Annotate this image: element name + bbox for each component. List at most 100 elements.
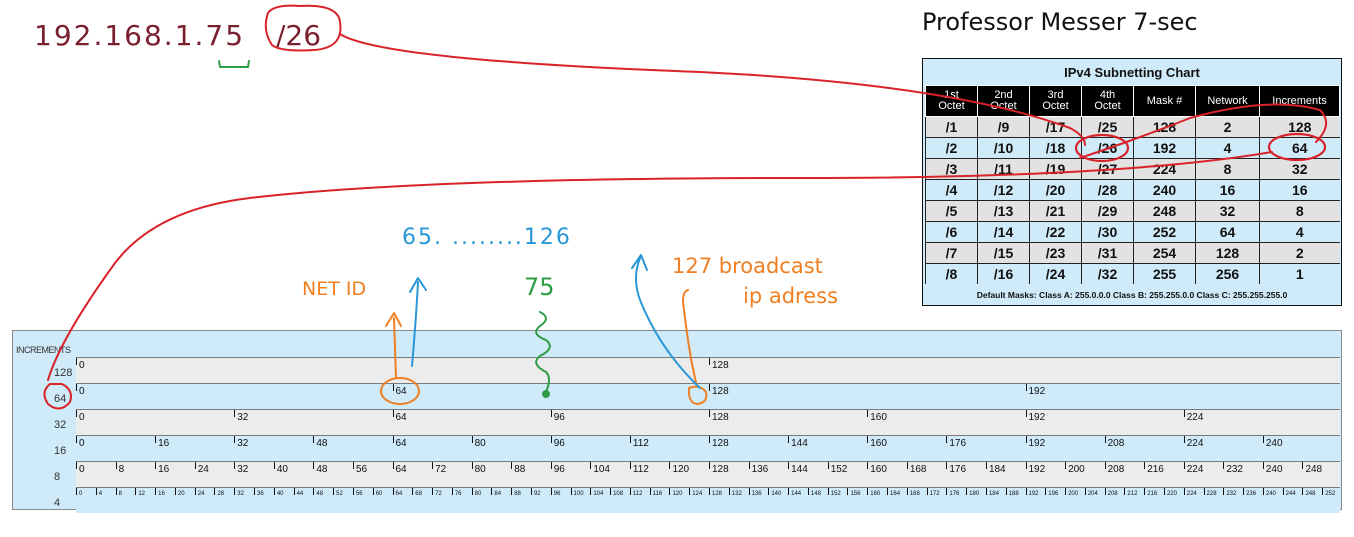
tick-mark	[550, 436, 552, 443]
tick-mark	[352, 462, 354, 469]
tick-label: 148	[810, 491, 821, 497]
tick-mark	[155, 436, 157, 443]
tick-label: 80	[474, 491, 482, 497]
tick-mark	[1104, 488, 1106, 495]
tick-label: 248	[1305, 491, 1316, 497]
tick-label: 192	[1028, 438, 1046, 449]
tick-label: 188	[1008, 491, 1019, 497]
table-row: /2/10/18/26 192 4 64	[925, 137, 1340, 159]
table-cell: /28	[1081, 179, 1134, 201]
tick-label: 120	[672, 491, 683, 497]
table-row: /4/12/20/28 240 16 16	[925, 179, 1340, 201]
column-header: 3rd Octet	[1029, 85, 1082, 117]
tick-label: 108	[613, 491, 624, 497]
table-cell: /19	[1029, 158, 1082, 180]
table-cell: 4	[1259, 221, 1340, 243]
tick-mark	[471, 436, 473, 443]
tick-label: 88	[514, 491, 521, 497]
table-cell: 64	[1195, 221, 1260, 243]
table-cell: /26	[1081, 137, 1134, 159]
table-cell: /15	[977, 242, 1030, 264]
tick-mark	[1262, 436, 1264, 443]
tick-label: 36	[257, 491, 264, 497]
tick-label: 92	[533, 491, 541, 497]
table-cell: /6	[925, 221, 978, 243]
tick-mark	[471, 462, 473, 469]
tick-label: 0	[79, 438, 85, 449]
table-row: /1/9/17/25 128 2 128	[925, 116, 1340, 138]
tick-label: 96	[553, 491, 561, 497]
tick-label: 112	[632, 464, 649, 475]
tick-mark	[313, 488, 315, 495]
tick-label: 176	[949, 491, 960, 497]
tick-mark	[669, 488, 671, 495]
tick-mark	[966, 488, 968, 495]
tick-mark	[392, 384, 394, 391]
tick-label: 16	[158, 491, 165, 497]
tick-mark	[709, 488, 710, 495]
tick-label: 4	[98, 491, 103, 497]
table-cell: /20	[1029, 179, 1082, 201]
increment-row: 8 0 8 16 24 32 40 48 56 64 72 80 88 96 104 112 120 128 136…	[54, 461, 1340, 487]
tick-mark	[254, 488, 256, 495]
increment-row-label: 64	[54, 393, 67, 405]
tick-mark	[234, 410, 236, 417]
tick-label: 240	[1265, 438, 1283, 449]
table-cell: 255	[1133, 263, 1196, 284]
tick-label: 240	[1265, 464, 1283, 475]
increments-title: INCREMENTS	[16, 345, 71, 355]
tick-mark	[1262, 488, 1264, 495]
tick-label: 72	[435, 491, 442, 497]
tick-mark	[985, 488, 987, 495]
increment-row-label: 16	[54, 445, 67, 457]
tick-label: 144	[791, 491, 802, 497]
tick-mark	[748, 462, 750, 469]
tick-mark	[352, 488, 354, 495]
tick-mark	[709, 462, 710, 469]
table-cell: 192	[1133, 137, 1196, 159]
tick-mark	[1104, 436, 1106, 443]
tick-label: 24	[197, 491, 205, 497]
table-cell: 16	[1195, 179, 1260, 201]
tick-label: 192	[1028, 464, 1046, 475]
tick-label: 56	[355, 491, 363, 497]
tick-label: 144	[791, 464, 808, 475]
tick-label: 160	[870, 491, 881, 497]
tick-label: 184	[988, 491, 999, 497]
tick-label: 64	[395, 386, 407, 397]
tick-mark	[709, 410, 710, 417]
tick-mark	[946, 488, 948, 495]
broadcast-note: 127 broadcast	[672, 254, 823, 278]
tick-mark	[728, 488, 730, 495]
tick-label: 8	[118, 491, 122, 497]
tick-mark	[372, 488, 374, 495]
tick-mark	[392, 436, 394, 443]
tick-label: 224	[1186, 491, 1197, 497]
tick-mark	[1025, 410, 1027, 417]
tick-mark	[214, 488, 216, 495]
tick-label: 112	[632, 438, 649, 449]
tick-mark	[273, 462, 275, 469]
tick-label: 68	[415, 491, 422, 497]
tick-label: 192	[1028, 412, 1046, 423]
heading-note: Professor Messer 7-sec	[922, 8, 1198, 36]
tick-mark	[174, 488, 176, 495]
tick-mark	[1104, 462, 1106, 469]
tick-label: 136	[751, 464, 769, 475]
tick-mark	[471, 488, 473, 495]
table-row: /8/16/24/32 255 256 1	[925, 263, 1340, 284]
tick-label: 104	[593, 464, 610, 475]
tick-mark	[1243, 488, 1245, 495]
tick-mark	[867, 462, 869, 469]
tick-label: 132	[731, 491, 742, 497]
increment-row-label: 32	[54, 419, 67, 431]
tick-label: 160	[870, 412, 887, 423]
tick-label: 200	[1068, 491, 1079, 497]
tick-label: 224	[1186, 464, 1204, 475]
tick-mark	[669, 462, 671, 469]
tick-label: 96	[553, 412, 565, 423]
tick-label: 164	[890, 491, 901, 497]
table-cell: /16	[977, 263, 1030, 284]
table-cell: /2	[925, 137, 978, 159]
increment-row-label: 4	[54, 497, 61, 509]
